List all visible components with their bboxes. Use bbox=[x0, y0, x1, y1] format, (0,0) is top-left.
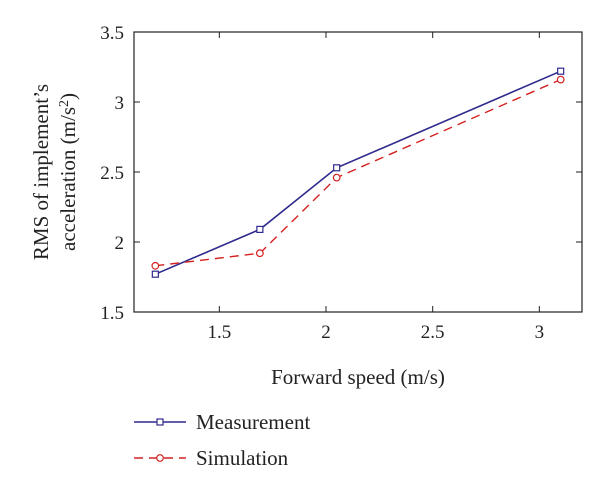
x-tick-label-0: 1.5 bbox=[207, 322, 231, 343]
point-simulation-1 bbox=[255, 249, 264, 258]
series-line-simulation bbox=[155, 78, 561, 267]
point-measurement-2 bbox=[333, 164, 341, 172]
x-tick-label-1: 2 bbox=[321, 322, 331, 343]
y-axis-label-line2: acceleration (m/s2) bbox=[56, 93, 80, 251]
x-tick-label-3: 3 bbox=[535, 322, 545, 343]
series-group bbox=[151, 67, 565, 278]
y-tick-label-3: 3 bbox=[115, 93, 125, 114]
y-tick-label-1: 2 bbox=[115, 233, 125, 254]
legend-marker-measurement bbox=[156, 418, 164, 426]
series-line-measurement bbox=[154, 70, 562, 275]
point-simulation-0 bbox=[151, 261, 160, 270]
legend-label-simulation: Simulation bbox=[196, 446, 289, 470]
point-measurement-0 bbox=[151, 270, 159, 278]
legend: Measurement Simulation bbox=[134, 410, 310, 470]
y-tick-label-4: 3.5 bbox=[100, 23, 124, 44]
y-axis-label-superscript: 2 bbox=[57, 100, 72, 107]
x-axis-label: Forward speed (m/s) bbox=[271, 365, 445, 389]
ticks: 1.5 2 2.5 3 1.5 2 2.5 3 3.5 bbox=[100, 23, 582, 343]
legend-item-simulation: Simulation bbox=[134, 446, 289, 470]
point-simulation-3 bbox=[556, 75, 565, 84]
point-measurement-1 bbox=[256, 225, 264, 233]
y-tick-label-2: 2.5 bbox=[100, 163, 124, 184]
point-simulation-2 bbox=[332, 173, 341, 182]
legend-marker-simulation bbox=[156, 454, 164, 462]
x-tick-label-2: 2.5 bbox=[421, 322, 445, 343]
legend-item-measurement: Measurement bbox=[134, 410, 310, 434]
y-tick-label-0: 1.5 bbox=[100, 303, 124, 324]
point-measurement-3 bbox=[557, 67, 565, 75]
legend-label-measurement: Measurement bbox=[196, 410, 310, 434]
y-axis-label-line1: RMS of implement’s bbox=[29, 84, 53, 260]
plot-frame bbox=[133, 31, 583, 313]
